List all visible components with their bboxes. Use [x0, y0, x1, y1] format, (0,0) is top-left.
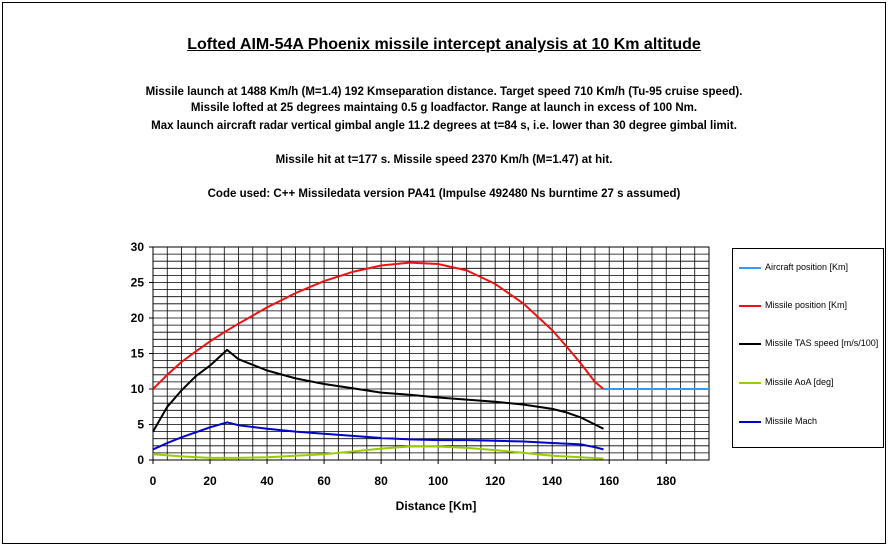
subtitle-line-2: Missile lofted at 25 degrees maintaing 0… — [190, 102, 698, 114]
subtitle-line-4: Missile hit at t=177 s. Missile speed 23… — [275, 154, 613, 166]
series-line-missile-aoa-deg — [152, 445, 604, 460]
series-line-missile-mach — [152, 421, 604, 451]
legend-swatch — [739, 267, 761, 269]
subtitle-line-5: Code used: C++ Missiledata version PA41 … — [207, 188, 681, 200]
x-tick-label: 100 — [428, 474, 448, 488]
series-line-missile-position-km — [152, 261, 605, 390]
x-tick-label: 40 — [260, 474, 274, 488]
y-tick-label: 5 — [137, 418, 144, 432]
subtitle-line-1: Missile launch at 1488 Km/h (M=1.4) 192 … — [145, 86, 743, 98]
y-tick-label: 30 — [131, 240, 145, 254]
x-tick-label: 140 — [542, 474, 562, 488]
x-tick-label: 160 — [599, 474, 619, 488]
y-tick-label: 0 — [137, 453, 144, 467]
legend-swatch — [739, 343, 761, 345]
legend-label: Aircraft position [Km] — [765, 262, 849, 272]
legend-label: Missile position [Km] — [765, 300, 848, 310]
legend: Aircraft position [Km] Missile position … — [732, 248, 884, 448]
subtitle-line-3: Max launch aircraft radar vertical gimba… — [151, 120, 737, 132]
y-tick-label: 15 — [131, 347, 145, 361]
legend-label: Missile Mach — [765, 416, 818, 426]
y-tick-label: 10 — [131, 382, 145, 396]
x-tick-label: 60 — [317, 474, 331, 488]
legend-swatch — [739, 421, 761, 423]
x-tick-label: 180 — [656, 474, 676, 488]
chart-title: Lofted AIM-54A Phoenix missile intercept… — [187, 36, 701, 53]
legend-swatch — [739, 382, 761, 384]
legend-label: Missile TAS speed [m/s/100] — [765, 338, 879, 348]
legend-swatch — [739, 305, 761, 307]
x-tick-label: 120 — [485, 474, 505, 488]
x-tick-label: 80 — [374, 474, 388, 488]
series-line-missile-tas-speed-m-s-100 — [152, 348, 604, 433]
legend-label: Missile AoA [deg] — [765, 377, 834, 387]
x-tick-label: 0 — [150, 474, 157, 488]
x-axis-label: Distance [Km] — [396, 499, 477, 513]
y-tick-label: 25 — [131, 276, 145, 290]
y-tick-label: 20 — [131, 311, 145, 325]
x-tick-label: 20 — [203, 474, 217, 488]
